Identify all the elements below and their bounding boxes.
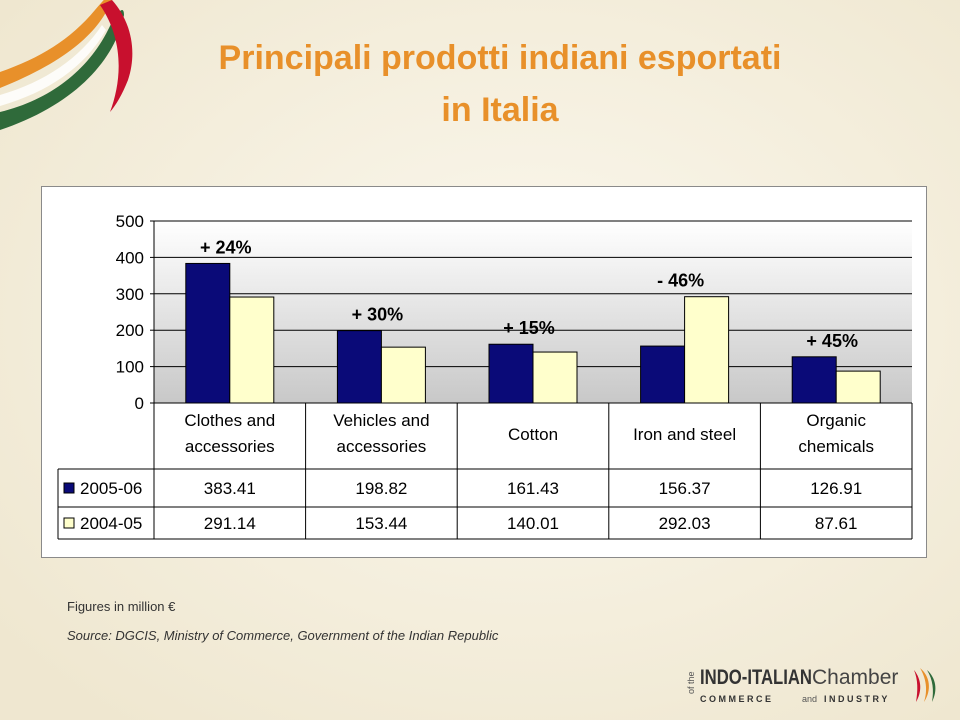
growth-annotation: + 30%: [352, 305, 404, 325]
table-value: 140.01: [507, 514, 559, 533]
x-category-label: Iron and steel: [633, 425, 736, 444]
growth-annotation: + 15%: [503, 318, 555, 338]
x-category-label: Cotton: [508, 425, 558, 444]
bar-2004-05: [835, 370, 881, 404]
x-category-label: accessories: [185, 437, 275, 456]
y-tick-label: 400: [116, 248, 144, 267]
slide-title-line-2: in Italia: [441, 91, 559, 129]
y-tick-label: 100: [116, 358, 144, 377]
growth-annotation: + 45%: [806, 331, 858, 351]
table-value: 198.82: [355, 479, 407, 498]
table-value: 292.03: [659, 514, 711, 533]
source-note: Source: DGCIS, Ministry of Commerce, Gov…: [67, 628, 499, 643]
y-tick-label: 500: [116, 212, 144, 231]
y-tick-label: 300: [116, 285, 144, 304]
table-value: 87.61: [815, 514, 858, 533]
x-category-label: Organic: [806, 411, 866, 430]
growth-annotation: - 46%: [657, 271, 704, 291]
bar-2004-05: [380, 346, 426, 404]
swoosh-red-icon: [100, 0, 133, 112]
units-note: Figures in million €: [67, 599, 176, 614]
bar-2005-06: [185, 262, 231, 404]
logo-flag-icon: [914, 668, 936, 702]
slide-title-line-1: Principali prodotti indiani esportati: [218, 39, 782, 77]
bar-2004-05: [229, 296, 275, 404]
bar-2004-05: [684, 296, 730, 404]
logo-brand: INDO-ITALIAN: [700, 666, 812, 689]
bar-2005-06: [488, 343, 534, 404]
legend-label: 2005-06: [80, 479, 142, 498]
swoosh-orange-icon: [0, 0, 112, 88]
table-value: 126.91: [810, 479, 862, 498]
bar-2004-05: [532, 351, 578, 404]
bar-2005-06: [336, 330, 382, 404]
legend-swatch-2005-06: [63, 482, 75, 494]
bar-2005-06: [640, 345, 686, 404]
table-value: 153.44: [355, 514, 407, 533]
x-category-label: accessories: [337, 437, 427, 456]
x-category-label: Vehicles and: [333, 411, 429, 430]
legend-label: 2004-05: [80, 514, 142, 533]
table-value: 291.14: [204, 514, 256, 533]
chamber-logo: of the INDO-ITALIAN Chamber C O M M E R …: [686, 666, 936, 704]
swoosh-white-icon: [0, 25, 106, 106]
logo-and: and: [802, 694, 817, 704]
swoosh-green-icon: [0, 10, 124, 130]
table-value: 156.37: [659, 479, 711, 498]
logo-chamber: Chamber: [812, 666, 898, 689]
table-value: 383.41: [204, 479, 256, 498]
y-tick-label: 200: [116, 321, 144, 340]
x-category-label: Clothes and: [184, 411, 275, 430]
bar-2005-06: [791, 356, 837, 404]
bar-chart: 500 400 300 200 100 0 + 24% + 30% + 15% - 46% + 45…: [57, 212, 913, 540]
logo-prefix: of the: [686, 671, 696, 694]
logo-industry: I N D U S T R Y: [824, 694, 887, 704]
growth-annotation: + 24%: [200, 237, 252, 257]
chart-panel: 500 400 300 200 100 0 + 24% + 30% + 15% - 46% + 45…: [41, 186, 927, 558]
decorative-swoosh: [0, 0, 133, 130]
logo-commerce: C O M M E R C E: [700, 694, 771, 704]
x-category-label: chemicals: [798, 437, 874, 456]
legend-swatch-2004-05: [63, 517, 75, 529]
table-value: 161.43: [507, 479, 559, 498]
y-tick-label: 0: [135, 394, 144, 413]
